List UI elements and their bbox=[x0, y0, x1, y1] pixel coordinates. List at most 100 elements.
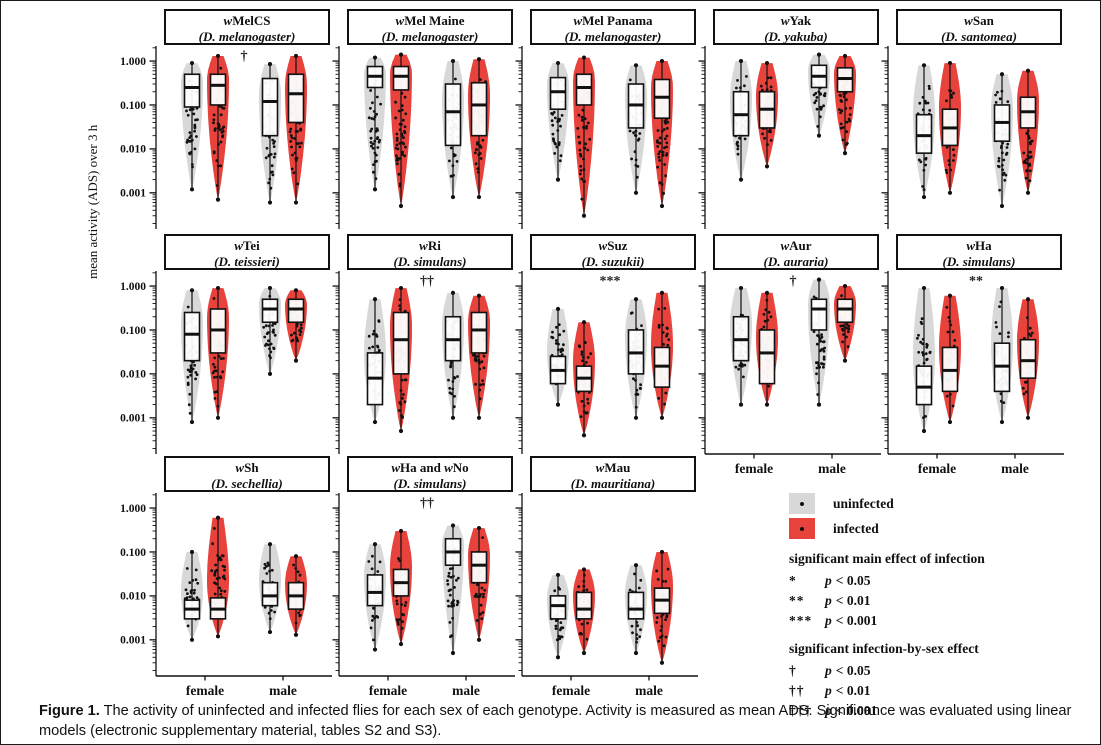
significance-marker-wha-and-wno: †† bbox=[420, 496, 434, 511]
y-tick-label: 0.001 bbox=[120, 188, 146, 200]
x-category-label-male: male bbox=[635, 683, 663, 698]
panel-plot-wmel-maine bbox=[332, 46, 490, 229]
box-wmelcs-female-uninfected bbox=[183, 73, 201, 108]
main-effect-row: ** p < 0.01 bbox=[789, 593, 871, 608]
box-wmau-female-uninfected bbox=[549, 595, 567, 620]
panel-plot-wri: †† bbox=[332, 271, 490, 454]
box-wmel-maine-male-infected bbox=[470, 81, 488, 137]
box-wmelcs-male-infected bbox=[287, 73, 305, 124]
panel-title-waur: wAur (D. auraria) bbox=[713, 234, 879, 270]
uninfected-swatch bbox=[789, 493, 815, 514]
box-wha-and-wno-female-uninfected bbox=[366, 574, 384, 607]
box-wmel-panama-female-uninfected bbox=[549, 76, 567, 111]
caption-label: Figure 1. bbox=[39, 703, 100, 719]
panel-title-wha-and-wno: wHa and wNo (D. simulans) bbox=[347, 456, 513, 492]
x-category-label-male: male bbox=[452, 683, 480, 698]
significance-marker-wha: ** bbox=[969, 274, 983, 289]
y-tick-label: 1.000 bbox=[120, 281, 146, 293]
panel-plot-wtei: 1.000 0.100 0.010 0.001 bbox=[120, 271, 307, 454]
y-tick-label: 0.001 bbox=[120, 635, 146, 647]
box-wmel-maine-male-uninfected bbox=[444, 83, 462, 147]
box-wri-male-infected bbox=[470, 311, 488, 354]
box-wsh-male-uninfected bbox=[261, 581, 279, 607]
panel-title-wyak: wYak (D. yakuba) bbox=[713, 9, 879, 45]
legend-label: uninfected bbox=[833, 495, 894, 511]
box-wmel-panama-male-infected bbox=[653, 78, 671, 119]
panel-title-wmelcs: wMelCS (D. melanogaster) bbox=[164, 9, 330, 45]
x-category-label-female: female bbox=[369, 683, 407, 698]
panel-title-wha: wHa (D. simulans) bbox=[896, 234, 1062, 270]
y-tick-label: 0.100 bbox=[120, 100, 146, 112]
x-category-label-female: female bbox=[735, 461, 773, 476]
panel-title-wmau: wMau (D. mauritiana) bbox=[530, 456, 696, 492]
y-tick-label: 1.000 bbox=[120, 56, 146, 68]
box-waur-male-uninfected bbox=[810, 298, 828, 331]
panel-plot-wha-and-wno: †† female male bbox=[332, 493, 515, 698]
panel-title-wri: wRi (D. simulans) bbox=[347, 234, 513, 270]
box-wha-female-uninfected bbox=[915, 365, 933, 406]
significance-marker-wri: †† bbox=[420, 274, 434, 289]
y-tick-label: 0.100 bbox=[120, 325, 146, 337]
significance-marker-waur: † bbox=[790, 274, 797, 289]
y-tick-label: 0.010 bbox=[120, 144, 146, 156]
significance-marker-wmelcs: † bbox=[241, 49, 248, 64]
box-wmelcs-male-uninfected bbox=[261, 77, 279, 137]
panel-plot-wmau: female male bbox=[515, 493, 698, 698]
legend-label: infected bbox=[833, 520, 879, 536]
x-category-label-female: female bbox=[552, 683, 590, 698]
x-category-label-female: female bbox=[918, 461, 956, 476]
interaction-effect-heading: significant infection-by-sex effect bbox=[789, 641, 979, 656]
box-wha-male-infected bbox=[1019, 338, 1037, 379]
box-wtei-male-uninfected bbox=[261, 298, 279, 324]
main-effect-heading: significant main effect of infection bbox=[789, 551, 985, 566]
panel-plot-wmel-panama bbox=[515, 46, 673, 229]
interaction-effect-row: †† p < 0.01 bbox=[789, 683, 871, 698]
y-tick-label: 0.001 bbox=[120, 413, 146, 425]
box-wtei-female-uninfected bbox=[183, 311, 201, 362]
panel-title-wmel-maine: wMel Maine (D. melanogaster) bbox=[347, 9, 513, 45]
box-wmau-female-infected bbox=[575, 591, 593, 620]
box-waur-male-infected bbox=[836, 298, 854, 324]
infected-swatch bbox=[789, 518, 815, 539]
x-category-label-male: male bbox=[818, 461, 846, 476]
y-axis-label: mean activity (ADS) over 3 h bbox=[85, 124, 100, 279]
panel-title-wtei: wTei (D. teissieri) bbox=[164, 234, 330, 270]
box-wtei-male-infected bbox=[287, 298, 305, 324]
panel-plot-wha: ** female male bbox=[881, 271, 1064, 476]
y-tick-label: 0.100 bbox=[120, 547, 146, 559]
panel-plot-wsh: 1.000 0.100 0.010 0.001 female male bbox=[120, 493, 332, 698]
main-effect-row: * p < 0.05 bbox=[789, 573, 871, 588]
x-category-label-female: female bbox=[186, 683, 224, 698]
legend-item-uninfected: uninfected bbox=[789, 491, 1094, 516]
box-wmau-male-uninfected bbox=[627, 591, 645, 620]
panel-title-wsuz: wSuz (D. suzukii) bbox=[530, 234, 696, 270]
panel-plot-waur: † female male bbox=[698, 271, 881, 476]
box-wri-female-infected bbox=[392, 311, 410, 375]
legend-item-infected: infected bbox=[789, 516, 1094, 541]
box-waur-female-infected bbox=[758, 329, 776, 385]
panel-title-wsh: wSh (D. sechellia) bbox=[164, 456, 330, 492]
figure-caption: Figure 1. The activity of uninfected and… bbox=[39, 701, 1074, 741]
y-tick-label: 1.000 bbox=[120, 503, 146, 515]
x-category-label-male: male bbox=[269, 683, 297, 698]
panel-plot-wmelcs: 1.000 0.100 0.010 0.001 † bbox=[120, 46, 307, 229]
interaction-effect-row: † p < 0.05 bbox=[789, 663, 871, 678]
x-category-label-male: male bbox=[1001, 461, 1029, 476]
panel-plot-wyak bbox=[698, 46, 856, 229]
panel-plot-wsan bbox=[881, 46, 1039, 229]
y-tick-label: 0.010 bbox=[120, 591, 146, 603]
box-wmelcs-female-infected bbox=[209, 73, 227, 106]
legend: uninfected infected significant main effec… bbox=[789, 491, 1094, 721]
box-wmel-maine-female-infected bbox=[392, 65, 410, 91]
y-tick-label: 0.010 bbox=[120, 369, 146, 381]
main-effect-row: *** p < 0.001 bbox=[789, 613, 878, 628]
panel-title-wsan: wSan (D. santomea) bbox=[896, 9, 1062, 45]
significance-marker-wsuz: *** bbox=[600, 274, 621, 289]
box-wmel-panama-female-infected bbox=[575, 73, 593, 106]
box-wsan-female-uninfected bbox=[915, 113, 933, 154]
panel-plot-wsuz: *** bbox=[515, 271, 673, 454]
box-wha-and-wno-male-infected bbox=[470, 551, 488, 584]
caption-text: The activity of uninfected and infected … bbox=[39, 703, 1072, 739]
interaction-effect-row: ††† p < 0.001 bbox=[789, 703, 878, 718]
